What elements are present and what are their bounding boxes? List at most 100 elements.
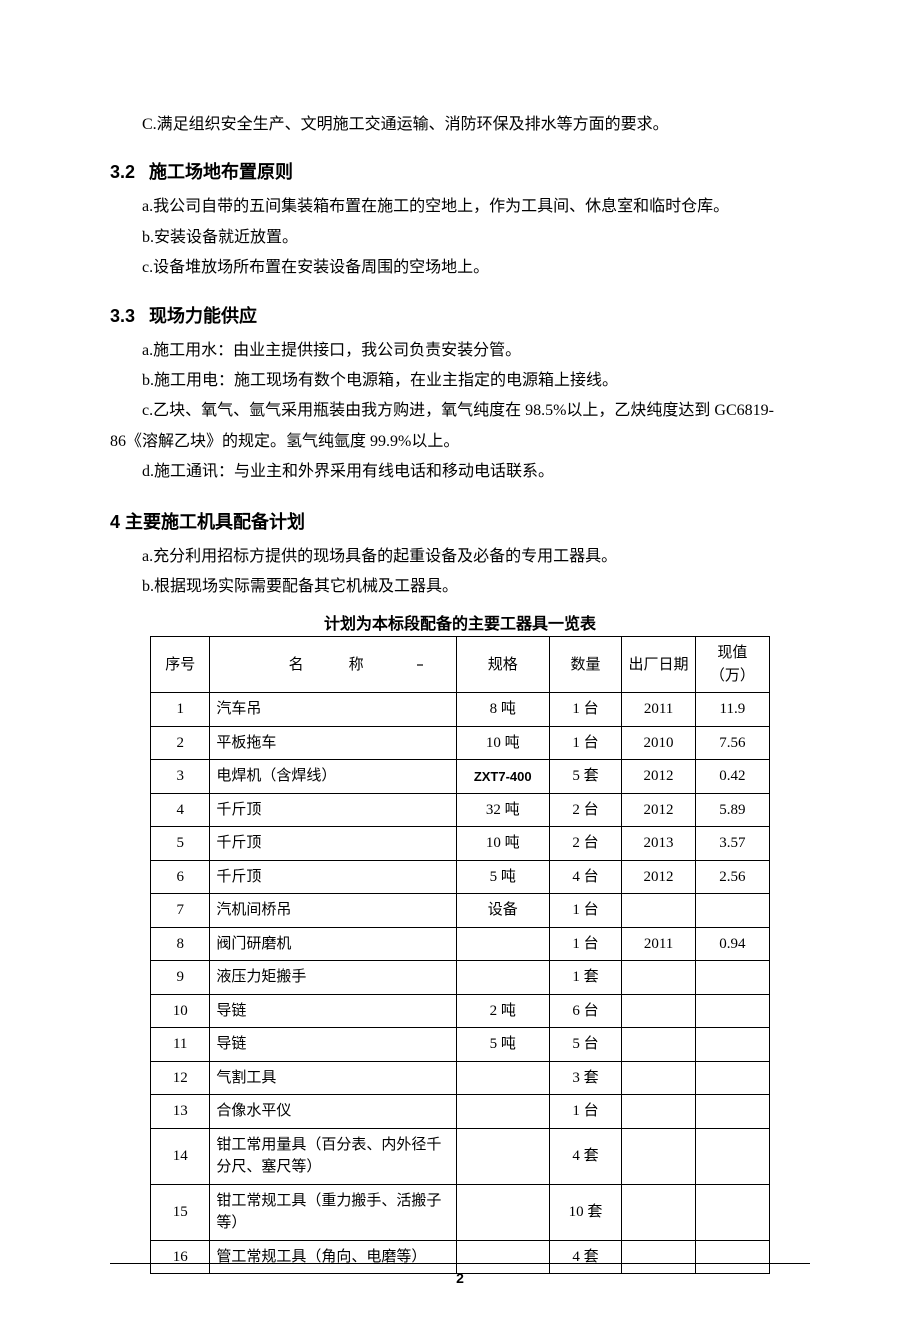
para-3-3-c2: 86《溶解乙块》的规定。氢气纯氩度 99.9%以上。: [110, 427, 810, 457]
cell-date: 2012: [622, 760, 695, 794]
cell-seq: 4: [151, 793, 210, 827]
table-row: 12气割工具 3 套: [151, 1061, 770, 1095]
cursor-icon: [417, 664, 423, 666]
cell-spec: [456, 1184, 549, 1240]
cell-name: 钳工常用量具（百分表、内外径千分尺、塞尺等）: [210, 1128, 456, 1184]
cell-spec: 10 吨: [456, 726, 549, 760]
equipment-table: 序号 名称 规格 数量 出厂日期 现值（万） 1汽车吊8 吨1 台201111.…: [150, 636, 770, 1274]
cell-name: 千斤顶: [210, 793, 456, 827]
table-row: 11导链5 吨5 台: [151, 1028, 770, 1062]
cell-date: [622, 961, 695, 995]
cell-val: 2.56: [695, 860, 769, 894]
cell-name: 汽机间桥吊: [210, 894, 456, 928]
cell-date: [622, 1028, 695, 1062]
heading-number: 3.2: [110, 162, 135, 182]
para-3-2-c: c.设备堆放场所布置在安装设备周围的空场地上。: [110, 253, 810, 283]
cell-date: [622, 1128, 695, 1184]
page-number: 2: [0, 1270, 920, 1286]
cell-qty: 1 台: [549, 693, 622, 727]
cell-val: 0.42: [695, 760, 769, 794]
cell-seq: 11: [151, 1028, 210, 1062]
table-row: 6千斤顶5 吨4 台20122.56: [151, 860, 770, 894]
cell-qty: 4 台: [549, 860, 622, 894]
cell-name: 平板拖车: [210, 726, 456, 760]
cell-date: 2012: [622, 860, 695, 894]
table-row: 5千斤顶10 吨2 台20133.57: [151, 827, 770, 861]
cell-seq: 14: [151, 1128, 210, 1184]
heading-3-2: 3.2 施工场地布置原则: [110, 158, 810, 184]
para-3-3-b: b.施工用电：施工现场有数个电源箱，在业主指定的电源箱上接线。: [110, 366, 810, 396]
cell-val: 5.89: [695, 793, 769, 827]
table-row: 2平板拖车10 吨1 台20107.56: [151, 726, 770, 760]
cell-spec: 10 吨: [456, 827, 549, 861]
cell-qty: 3 套: [549, 1061, 622, 1095]
table-row: 1汽车吊8 吨1 台201111.9: [151, 693, 770, 727]
cell-spec: [456, 1128, 549, 1184]
para-4-b: b.根据现场实际需要配备其它机械及工器具。: [110, 572, 810, 602]
cell-spec: 32 吨: [456, 793, 549, 827]
page-footer: 2: [0, 1263, 920, 1286]
cell-spec: [456, 1095, 549, 1129]
th-date: 出厂日期: [622, 637, 695, 693]
cell-seq: 2: [151, 726, 210, 760]
cell-name: 导链: [210, 994, 456, 1028]
cell-name: 汽车吊: [210, 693, 456, 727]
cell-date: [622, 1061, 695, 1095]
cell-val: [695, 1095, 769, 1129]
cell-val: [695, 1128, 769, 1184]
para-3-2-b: b.安装设备就近放置。: [110, 223, 810, 253]
cell-seq: 6: [151, 860, 210, 894]
heading-text: 现场力能供应: [149, 306, 257, 326]
cell-seq: 13: [151, 1095, 210, 1129]
table-title: 计划为本标段配备的主要工器具一览表: [110, 610, 810, 634]
cell-spec: ZXT7-400: [456, 760, 549, 794]
cell-name: 千斤顶: [210, 860, 456, 894]
cell-name: 导链: [210, 1028, 456, 1062]
th-spec: 规格: [456, 637, 549, 693]
th-val: 现值（万）: [695, 637, 769, 693]
para-3-3-c1: c.乙块、氧气、氩气采用瓶装由我方购进，氧气纯度在 98.5%以上，乙炔纯度达到…: [110, 396, 810, 426]
cell-name: 气割工具: [210, 1061, 456, 1095]
cell-name: 合像水平仪: [210, 1095, 456, 1129]
cell-qty: 1 台: [549, 726, 622, 760]
cell-date: [622, 1095, 695, 1129]
cell-date: 2011: [622, 693, 695, 727]
cell-val: 0.94: [695, 927, 769, 961]
cell-val: 11.9: [695, 693, 769, 727]
cell-val: [695, 961, 769, 995]
cell-spec: 5 吨: [456, 860, 549, 894]
cell-val: [695, 894, 769, 928]
heading-number: 3.3: [110, 306, 135, 326]
page-container: C.满足组织安全生产、文明施工交通运输、消防环保及排水等方面的要求。 3.2 施工…: [0, 0, 920, 1334]
para-3-3-d: d.施工通讯：与业主和外界采用有线电话和移动电话联系。: [110, 457, 810, 487]
cell-seq: 12: [151, 1061, 210, 1095]
cell-name: 液压力矩搬手: [210, 961, 456, 995]
cell-val: 3.57: [695, 827, 769, 861]
table-row: 8阀门研磨机1 台20110.94: [151, 927, 770, 961]
cell-spec: 5 吨: [456, 1028, 549, 1062]
table-row: 13合像水平仪1 台: [151, 1095, 770, 1129]
table-row: 10导链2 吨6 台: [151, 994, 770, 1028]
cell-spec: [456, 961, 549, 995]
cell-qty: 6 台: [549, 994, 622, 1028]
table-body: 1汽车吊8 吨1 台201111.92平板拖车10 吨1 台20107.563电…: [151, 693, 770, 1274]
cell-seq: 5: [151, 827, 210, 861]
table-row: 7汽机间桥吊设备1 台: [151, 894, 770, 928]
th-name: 名称: [210, 637, 456, 693]
cell-val: [695, 1184, 769, 1240]
cell-val: [695, 1028, 769, 1062]
heading-text: 施工场地布置原则: [149, 162, 293, 182]
cell-name: 千斤顶: [210, 827, 456, 861]
cell-qty: 1 台: [549, 894, 622, 928]
cell-qty: 5 台: [549, 1028, 622, 1062]
cell-val: [695, 1061, 769, 1095]
para-3-3-a: a.施工用水：由业主提供接口，我公司负责安装分管。: [110, 336, 810, 366]
cell-qty: 10 套: [549, 1184, 622, 1240]
cell-spec: [456, 1061, 549, 1095]
paragraph-c: C.满足组织安全生产、文明施工交通运输、消防环保及排水等方面的要求。: [110, 110, 810, 140]
para-4-a: a.充分利用招标方提供的现场具备的起重设备及必备的专用工器具。: [110, 542, 810, 572]
cell-qty: 4 套: [549, 1128, 622, 1184]
cell-qty: 1 套: [549, 961, 622, 995]
cell-date: [622, 894, 695, 928]
cell-seq: 7: [151, 894, 210, 928]
